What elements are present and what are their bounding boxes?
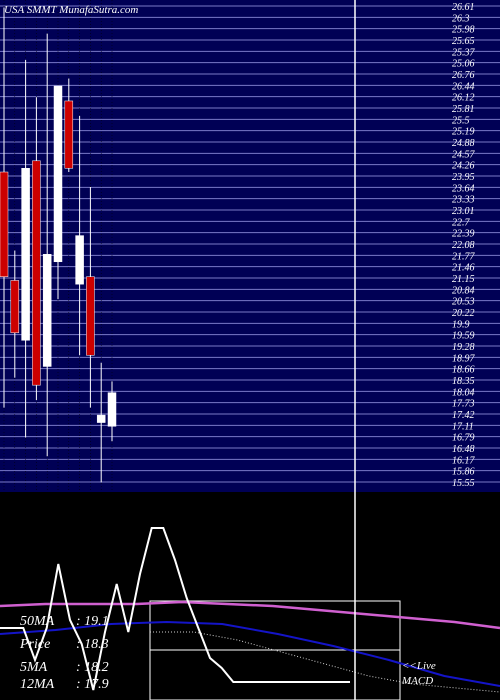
price-tick-label: 22.08 [452, 240, 475, 251]
price-tick-label: 18.66 [452, 365, 475, 376]
price-tick-label: 20.53 [452, 297, 475, 308]
candle [53, 85, 63, 300]
candle-body [107, 392, 117, 427]
price-tick-label: 19.59 [452, 331, 475, 342]
price-tick-label: 23.01 [452, 206, 475, 217]
candlesticks [0, 7, 117, 483]
price-tick-label: 25.81 [452, 104, 475, 115]
candle-body [42, 254, 52, 367]
stat-5ma: 5MA : 18.2 [20, 660, 109, 676]
candle [64, 78, 74, 173]
stat-50ma-label: 50MA [20, 614, 55, 629]
stat-5ma-value: : 18.2 [76, 660, 109, 675]
stat-12ma-label: 12MA [20, 677, 55, 692]
price-tick-label: 25.37 [452, 47, 476, 58]
price-tick-label: 21.46 [452, 263, 475, 274]
price-tick-label: 20.22 [452, 308, 475, 319]
candle-body [21, 168, 30, 341]
stat-12ma-value: : 17.9 [76, 677, 109, 692]
indicator-blue-line [0, 620, 500, 687]
price-tick-label: 16.17 [452, 455, 476, 466]
price-tick-label: 26.76 [452, 70, 475, 81]
price-tick-label: 25.5 [452, 115, 470, 126]
price-tick-label: 19.9 [452, 319, 470, 330]
candle-body [53, 85, 63, 263]
candle [42, 33, 52, 457]
price-tick-label: 20.84 [452, 285, 475, 296]
price-tick-label: 26.3 [452, 13, 470, 24]
candle [75, 115, 84, 356]
price-tick-label: 24.26 [452, 161, 475, 172]
price-tick-label: 25.19 [452, 127, 475, 138]
candle-body [10, 280, 20, 334]
price-tick-label: 25.98 [452, 25, 475, 36]
price-tick-label: 17.42 [452, 410, 475, 421]
price-tick-label: 21.15 [452, 274, 475, 285]
price-gridlines [0, 5, 500, 483]
candle [10, 250, 20, 378]
price-tick-label: 24.88 [452, 138, 475, 149]
macd-label: MACD [402, 675, 434, 687]
price-tick-label: 25.06 [452, 59, 475, 70]
stat-price: Price : 18.3 [20, 637, 109, 653]
candle [21, 59, 30, 438]
price-tick-label: 18.35 [452, 376, 475, 387]
price-tick-label: 23.33 [452, 195, 475, 206]
live-label: <<Live [402, 660, 436, 672]
price-tick-label: 25.65 [452, 36, 475, 47]
candle [32, 97, 41, 401]
price-tick-label: 19.28 [452, 342, 475, 353]
stat-price-value: : 18.3 [76, 637, 109, 652]
candle [96, 362, 106, 483]
stat-50ma: 50MA : 19.1 [20, 614, 109, 630]
price-tick-label: 23.64 [452, 183, 475, 194]
indicator-white-line [0, 527, 350, 691]
price-tick-label: 24.57 [452, 149, 476, 160]
price-tick-label: 16.48 [452, 444, 475, 455]
price-tick-label: 23.95 [452, 172, 475, 183]
stat-price-label: Price [20, 637, 51, 652]
price-tick-label: 17.73 [452, 399, 475, 410]
price-tick-label: 16.79 [452, 433, 475, 444]
price-tick-label: 15.86 [452, 467, 475, 478]
candle-body [64, 100, 74, 169]
price-tick-label: 22.39 [452, 229, 475, 240]
indicator-panel [0, 527, 500, 700]
candle-body [96, 414, 106, 423]
price-tick-label: 26.12 [452, 93, 475, 104]
price-tick-label: 15.55 [452, 478, 475, 489]
price-tick-label: 26.61 [452, 2, 475, 13]
price-tick-label: 21.77 [452, 251, 476, 262]
candle [0, 7, 9, 408]
price-tick-label: 18.97 [452, 353, 476, 364]
stat-12ma: 12MA : 17.9 [20, 677, 109, 693]
stat-50ma-value: : 19.1 [76, 614, 109, 629]
candle-body [86, 276, 95, 356]
price-tick-label: 17.11 [452, 421, 474, 432]
stat-5ma-label: 5MA [20, 660, 48, 675]
chart-title: USA SMMT MunafaSutra.com [4, 4, 139, 16]
indicator-magenta-line [0, 600, 500, 630]
price-tick-label: 22.7 [452, 217, 471, 228]
price-axis-ticks: 26.6126.325.9825.6525.3725.0626.7626.442… [452, 2, 476, 489]
candle [107, 381, 117, 442]
price-tick-label: 26.44 [452, 81, 475, 92]
candle-body [32, 160, 41, 386]
price-tick-label: 18.04 [452, 387, 475, 398]
candle-body [0, 171, 9, 277]
candle-body [75, 235, 84, 285]
candle [86, 186, 95, 408]
